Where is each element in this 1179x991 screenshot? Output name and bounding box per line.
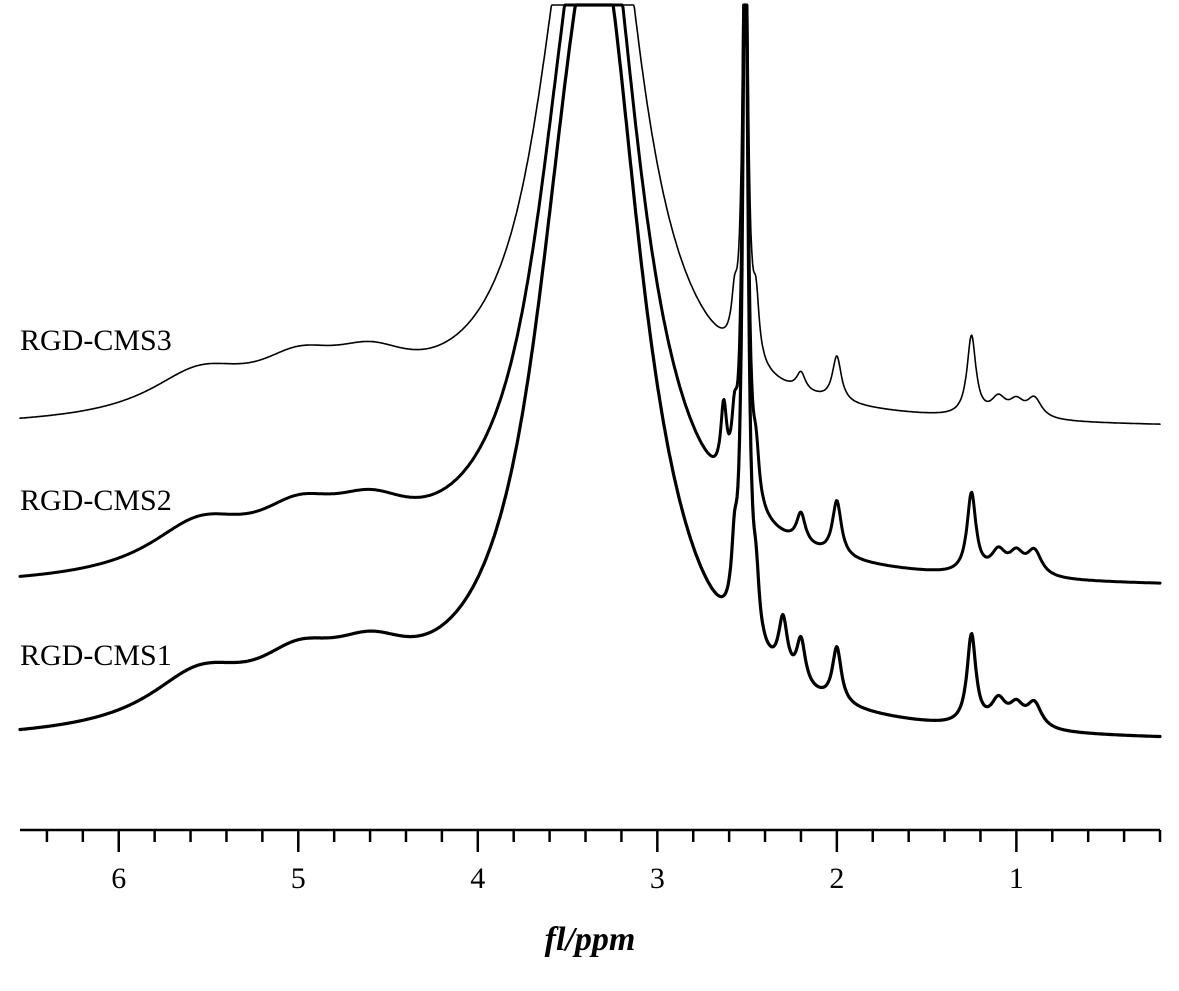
x-tick-label: 5	[291, 862, 306, 895]
x-axis-label: fl/ppm	[545, 921, 636, 958]
x-tick-label: 2	[829, 862, 844, 895]
nmr-svg: RGD-CMS1 RGD-CMS2 RGD-CMS3 1 2 3 4 5 6 fl/ppm	[0, 0, 1179, 991]
trace-label-RGD-CMS1: RGD-CMS1	[20, 639, 172, 672]
x-tick-label: 4	[470, 862, 485, 895]
x-tick-label: 6	[111, 862, 126, 895]
trace-label-RGD-CMS2: RGD-CMS2	[20, 484, 172, 517]
x-tick-label: 3	[650, 862, 665, 895]
nmr-chart: RGD-CMS1 RGD-CMS2 RGD-CMS3 1 2 3 4 5 6 fl/ppm	[0, 0, 1179, 991]
x-tick-label: 1	[1009, 862, 1024, 895]
trace-label-RGD-CMS3: RGD-CMS3	[20, 324, 172, 357]
